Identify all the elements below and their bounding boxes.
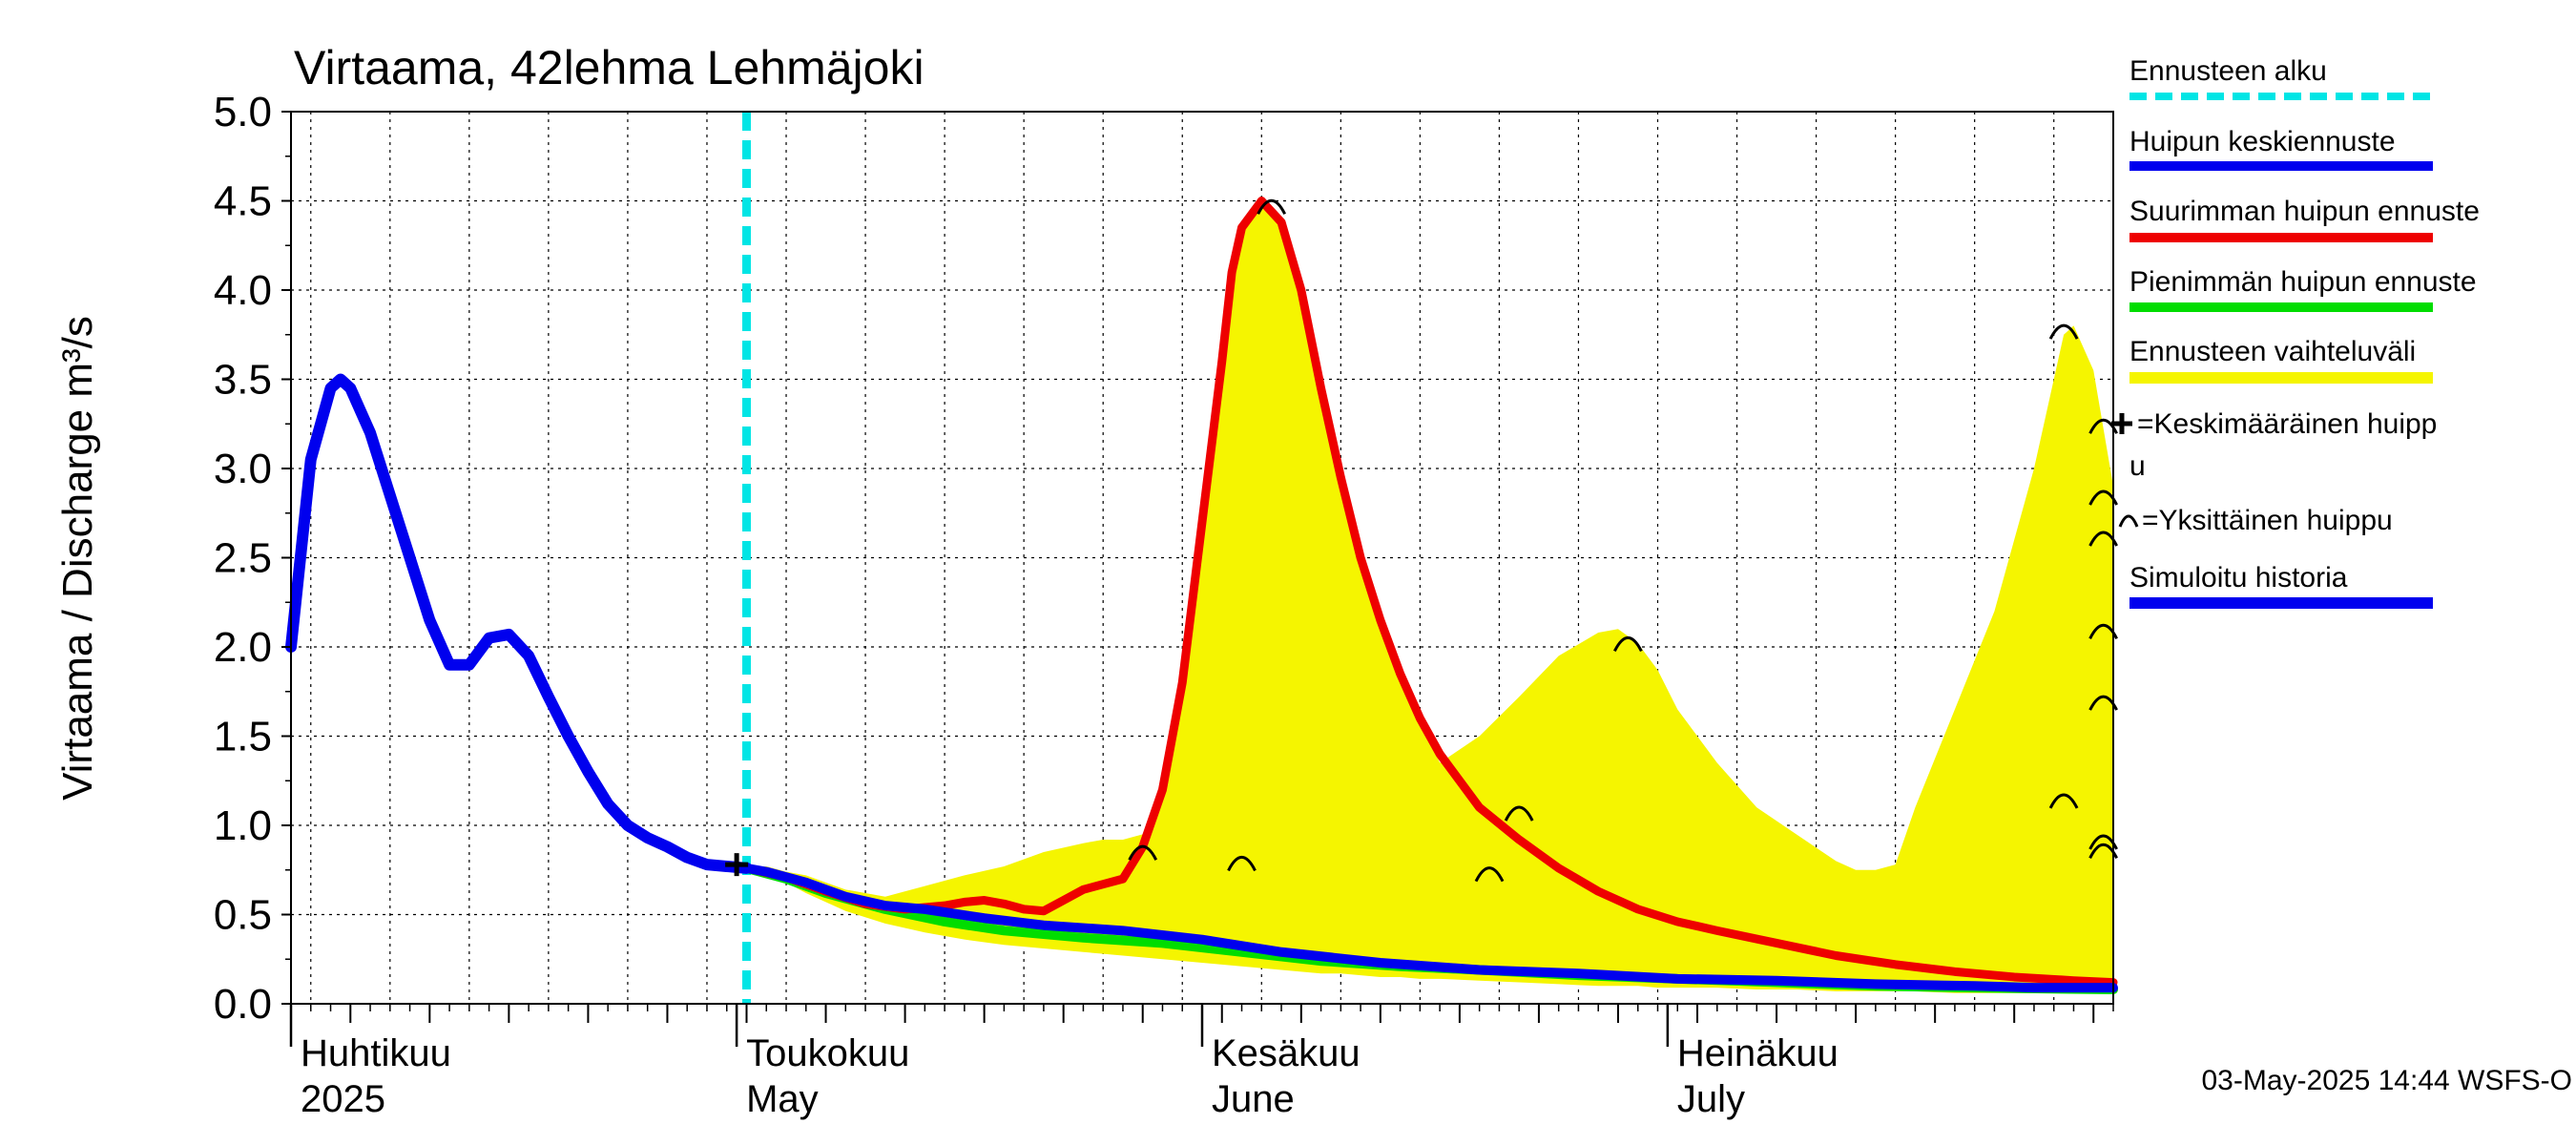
single-peak-marker — [1504, 805, 1534, 822]
legend-mean-peak-label: Huipun keskiennuste — [2129, 126, 2396, 157]
legend-avg-peak-label-cont: u — [2129, 450, 2146, 482]
legend-simulated-label: Simuloitu historia — [2129, 562, 2348, 593]
y-tick-label: 5.0 — [214, 89, 272, 135]
y-tick-label: 2.0 — [214, 624, 272, 671]
legend-avg-peak-icon — [2111, 413, 2132, 434]
single-peak-marker — [2088, 834, 2118, 850]
series-lines-layer — [285, 112, 2118, 1004]
simulated-history-line — [285, 373, 753, 874]
single-peak-marker — [2088, 623, 2118, 639]
month-label-fi: Huhtikuu — [301, 1032, 451, 1074]
legend-max-peak-label: Suurimman huipun ennuste — [2129, 196, 2480, 227]
single-peak-marker — [1257, 198, 1287, 215]
y-axis-label: Virtaama / Discharge m³/s — [54, 316, 101, 801]
legend-single-peak-label: =Yksittäinen huippu — [2142, 505, 2393, 536]
month-label-en: June — [1212, 1078, 1295, 1120]
single-peak-marker — [1128, 844, 1158, 861]
legend: Ennusteen alku Huipun keskiennuste Suuri… — [2111, 55, 2480, 609]
y-tick-label: 3.5 — [214, 357, 272, 404]
single-peak-marker — [2048, 793, 2079, 809]
y-tick-label: 3.0 — [214, 446, 272, 492]
y-tick-label: 4.0 — [214, 267, 272, 314]
month-label-en: May — [746, 1078, 819, 1120]
legend-forecast-start-label: Ennusteen alku — [2129, 55, 2327, 87]
timestamp: 03-May-2025 14:44 WSFS-O — [2202, 1065, 2573, 1096]
month-label-fi: Kesäkuu — [1212, 1032, 1361, 1074]
single-peak-marker — [2088, 418, 2118, 434]
single-peak-marker — [2088, 531, 2118, 547]
y-tick-label: 2.5 — [214, 535, 272, 582]
forecast-range-band — [746, 200, 2113, 993]
month-label-fi: Toukokuu — [746, 1032, 909, 1074]
mean-peak-forecast-line — [741, 863, 2118, 993]
legend-range-label: Ennusteen vaihteluväli — [2129, 336, 2416, 367]
peak-markers-layer — [725, 198, 2118, 883]
forecast-range-layer — [746, 200, 2113, 993]
single-peak-marker — [1613, 635, 1643, 653]
single-peak-marker — [2048, 323, 2079, 340]
single-peak-marker — [2088, 695, 2118, 711]
single-peak-marker — [1474, 866, 1505, 883]
legend-avg-peak-label: =Keskimääräinen huipp — [2137, 408, 2437, 440]
single-peak-marker — [2088, 489, 2118, 506]
single-peak-marker — [1227, 855, 1257, 872]
month-label-fi: Heinäkuu — [1677, 1032, 1839, 1074]
max-peak-forecast-line — [742, 197, 2118, 988]
y-tick-label: 0.5 — [214, 892, 272, 939]
month-label-en: 2025 — [301, 1078, 385, 1120]
y-tick-label: 1.5 — [214, 714, 272, 760]
legend-min-peak-label: Pienimmän huipun ennuste — [2129, 266, 2477, 298]
y-tick-label: 0.0 — [214, 981, 272, 1028]
month-label-en: July — [1677, 1078, 1745, 1120]
y-tick-label: 1.0 — [214, 802, 272, 849]
single-peak-marker — [2088, 843, 2118, 859]
chart-title: Virtaama, 42lehma Lehmäjoki — [294, 41, 924, 94]
legend-single-peak-icon — [2118, 514, 2139, 528]
axes: 0.0 0.5 1.0 1.5 2.0 2.5 3.0 3.5 4.0 4.5 5.0 Huhtiku… — [214, 89, 2114, 1120]
y-tick-label: 4.5 — [214, 178, 272, 225]
